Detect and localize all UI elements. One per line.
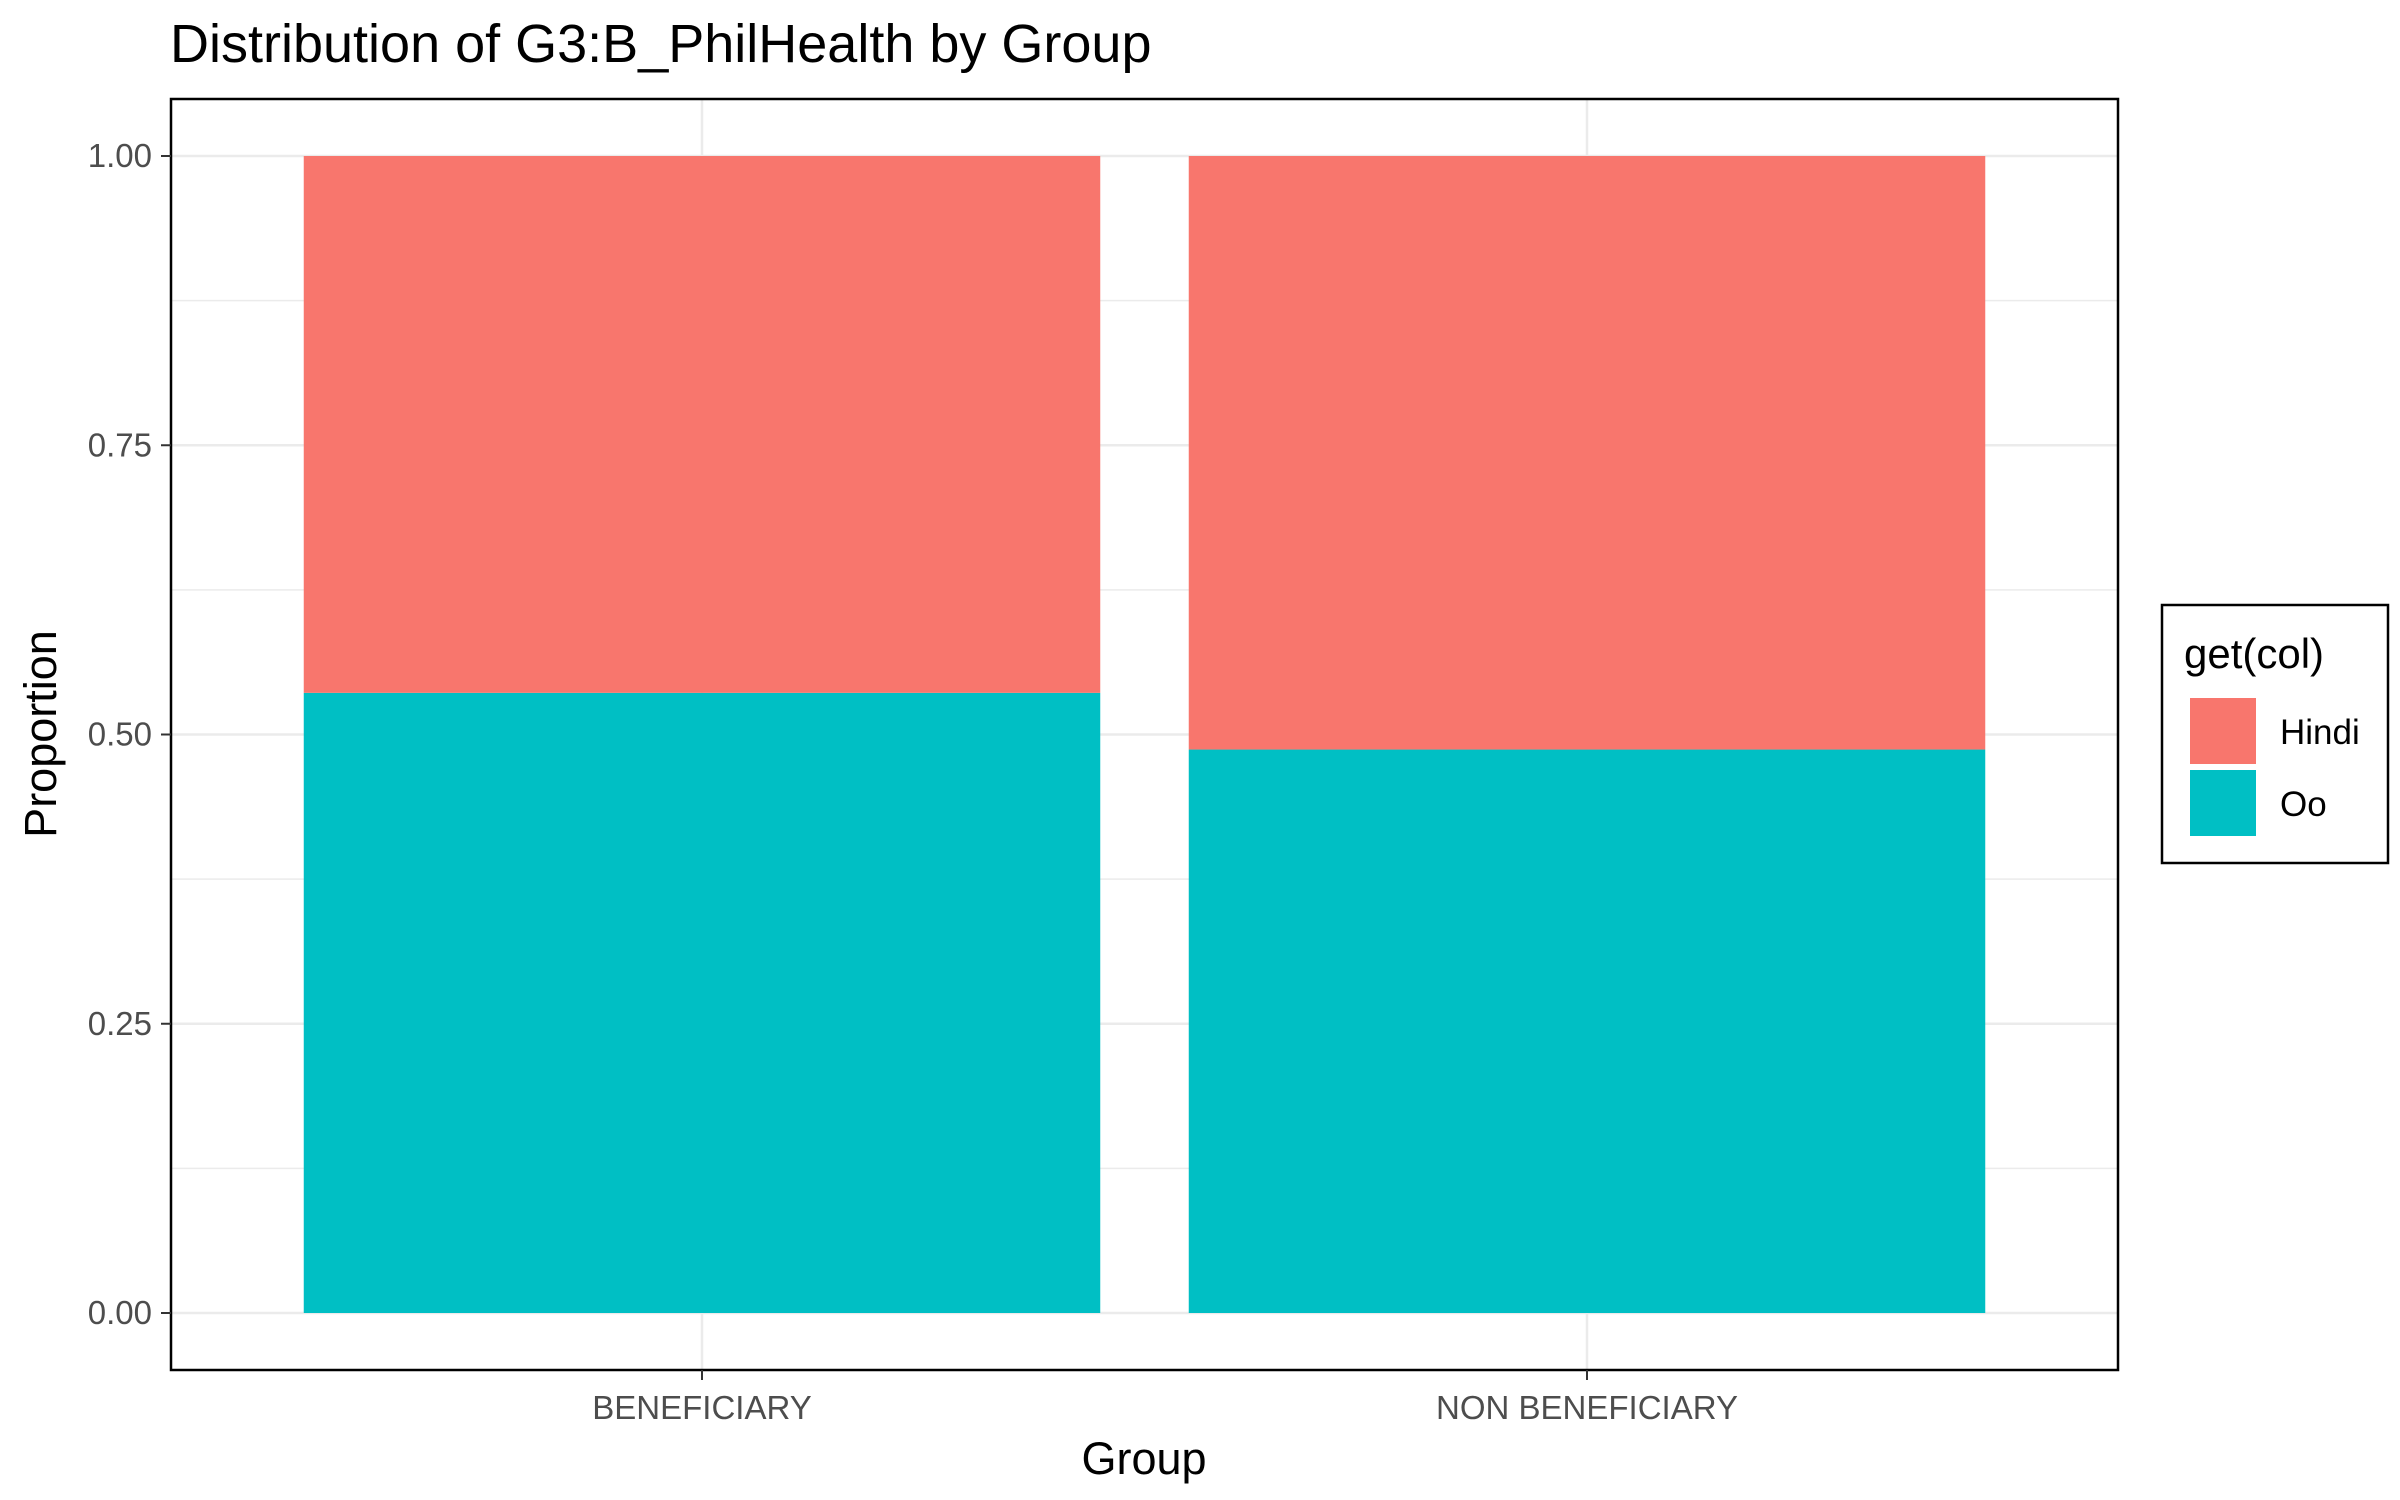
y-tick-label: 0.50: [88, 716, 152, 753]
y-axis-title: Proportion: [15, 630, 66, 838]
x-tick-label: NON BENEFICIARY: [1436, 1389, 1738, 1426]
legend-title: get(col): [2184, 630, 2324, 677]
x-axis-ticks: BENEFICIARY NON BENEFICIARY: [592, 1370, 1738, 1426]
bar-hindi-beneficiary: [303, 156, 1101, 693]
legend: get(col) Hindi Oo: [2160, 603, 2390, 865]
y-tick-label: 1.00: [88, 137, 152, 174]
chart-title: Distribution of G3:B_PhilHealth by Group: [170, 14, 1152, 74]
legend-label-oo: Oo: [2280, 785, 2327, 824]
y-tick-label: 0.75: [88, 426, 152, 463]
y-tick-label: 0.00: [88, 1294, 152, 1331]
bar-oo-beneficiary: [303, 692, 1101, 1313]
bar-oo-non-beneficiary: [1188, 749, 1986, 1313]
legend-key-hindi: [2190, 698, 2256, 764]
bar-hindi-non-beneficiary: [1188, 156, 1986, 750]
y-tick-label: 0.25: [88, 1005, 152, 1042]
bar-stack-area: [303, 156, 1986, 1313]
y-axis-ticks: 0.00 0.25 0.50 0.75 1.00: [88, 137, 171, 1331]
x-axis-title: Group: [1081, 1433, 1206, 1484]
legend-key-oo: [2190, 770, 2256, 836]
x-tick-label: BENEFICIARY: [592, 1389, 811, 1426]
legend-label-hindi: Hindi: [2280, 713, 2360, 752]
